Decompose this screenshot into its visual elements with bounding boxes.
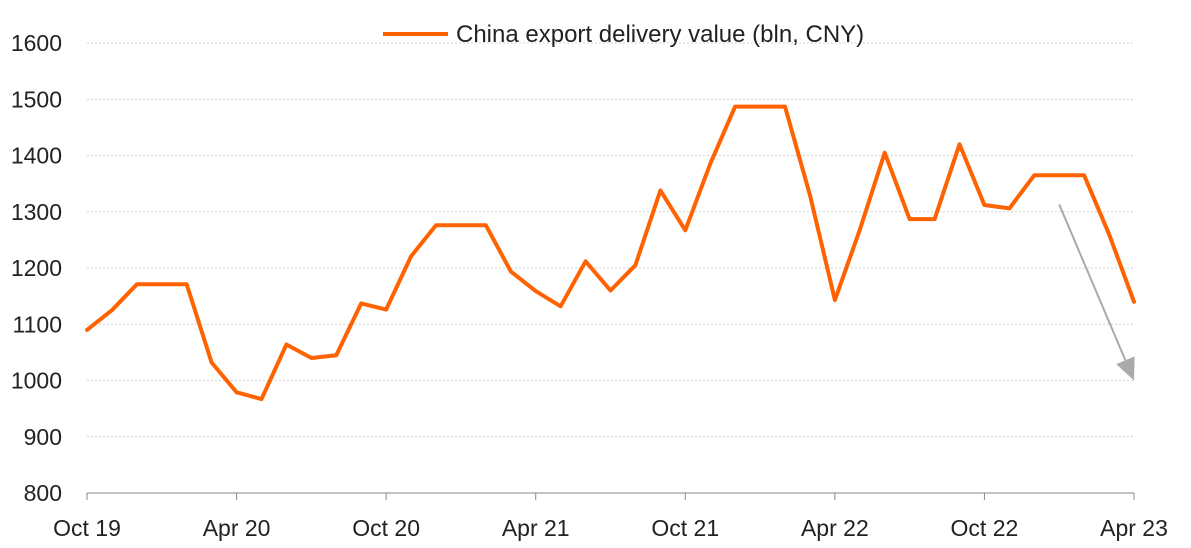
y-tick-label: 800 [24,480,62,506]
x-tick-label: Oct 19 [53,515,121,541]
x-tick-label: Oct 21 [651,515,719,541]
y-tick-label: 1000 [11,368,62,394]
y-tick-label: 1300 [11,199,62,225]
series-line [85,104,1136,402]
legend: China export delivery value (bln, CNY) [383,21,864,48]
arrow-shaft [1058,204,1127,361]
arrow-head [1116,356,1135,381]
x-tick-label: Oct 22 [951,515,1019,541]
y-tick-label: 1500 [11,86,62,112]
x-tick-label: Apr 21 [502,515,570,541]
x-tick-label: Apr 23 [1100,515,1168,541]
y-tick-label: 1200 [11,255,62,281]
x-tick-label: Apr 20 [203,515,271,541]
trend-arrow-annotation [1058,204,1135,381]
y-tick-label: 1400 [11,143,62,169]
x-tick-label: Apr 22 [801,515,869,541]
y-tick-label: 1100 [13,311,62,337]
x-tick-label: Oct 20 [352,515,420,541]
gridlines [87,42,1134,438]
y-axis-tick-labels: 800 900 1000 1100 1200 1300 1400 1500 1600 [11,30,62,506]
series-lines [85,104,1136,402]
legend-entry-label: China export delivery value (bln, CNY) [456,21,864,48]
x-axis: Oct 19 Apr 20 Oct 20 Apr 21 Oct 21 Apr 22 Oct … [53,492,1168,541]
y-tick-label: 1600 [11,30,62,56]
y-tick-label: 900 [24,424,62,450]
